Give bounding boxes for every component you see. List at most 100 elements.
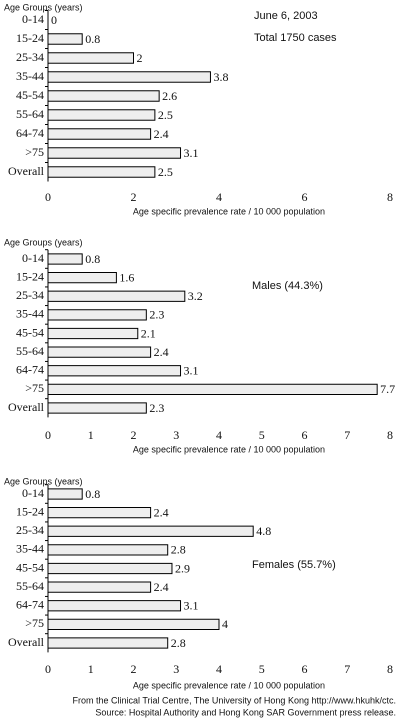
value-label: 3.8	[213, 70, 228, 84]
value-label: 2.8	[171, 543, 186, 557]
bar	[47, 562, 173, 575]
x-tick-label: 4	[216, 662, 222, 676]
bar	[47, 637, 169, 649]
bar	[47, 488, 83, 500]
bar	[47, 507, 152, 519]
x-tick-label: 6	[302, 662, 308, 676]
bar	[47, 253, 83, 265]
y-tick-label: 25-34	[16, 50, 44, 64]
y-tick-label: 0-14	[22, 486, 44, 500]
bar	[47, 309, 147, 321]
x-tick-label: 2	[131, 662, 137, 676]
y-tick-label: 45-54	[16, 88, 44, 102]
y-axis-title: Age Groups (years)	[4, 237, 83, 247]
x-tick-label: 2	[131, 428, 137, 442]
bar	[47, 525, 254, 537]
bar	[47, 33, 83, 45]
y-tick-label: 0-14	[22, 251, 44, 265]
value-label: 7.7	[380, 382, 395, 396]
x-tick-label: 0	[45, 190, 51, 204]
y-tick-label: >75	[25, 616, 44, 630]
bar	[47, 109, 156, 121]
y-axis-title: Age Groups (years)	[4, 476, 83, 486]
x-tick-label: 6	[302, 190, 308, 204]
value-label: 2.5	[158, 108, 173, 122]
bar	[47, 383, 378, 395]
y-tick-label: 25-34	[16, 523, 44, 537]
y-tick-label: 64-74	[16, 363, 44, 377]
bar	[47, 346, 152, 358]
bar	[47, 290, 186, 302]
y-tick-label: >75	[25, 381, 44, 395]
x-axis-title: Age specific prevalence rate / 10 000 po…	[133, 444, 325, 454]
y-tick-label: Overall	[8, 400, 45, 414]
value-label: 2.4	[154, 505, 169, 519]
bar	[47, 544, 169, 556]
value-label: 3.1	[184, 364, 199, 378]
x-tick-label: 7	[344, 428, 350, 442]
y-axis-title: Age Groups (years)	[4, 2, 83, 12]
x-tick-label: 0	[45, 662, 51, 676]
bar	[47, 71, 211, 83]
y-tick-label: 15-24	[16, 504, 44, 518]
x-tick-label: 1	[88, 428, 94, 442]
x-tick-label: 3	[173, 662, 179, 676]
value-label: 2	[137, 51, 143, 65]
footer-line: Source: Hospital Authority and Hong Kong…	[95, 707, 396, 717]
bar	[47, 166, 156, 178]
bar	[47, 365, 182, 377]
bar	[47, 128, 152, 140]
footer-line: From the Clinical Trial Centre, The Univ…	[73, 695, 396, 705]
value-label: 0.8	[85, 487, 100, 501]
value-label: 3.1	[184, 599, 199, 613]
y-tick-label: 55-64	[16, 344, 44, 358]
bar	[47, 52, 134, 64]
value-label: 2.3	[149, 401, 164, 415]
y-tick-label: 64-74	[16, 126, 44, 140]
y-tick-label: 0-14	[22, 12, 44, 26]
y-tick-label: >75	[25, 145, 44, 159]
x-tick-label: 8	[387, 662, 393, 676]
value-label: 2.4	[154, 127, 169, 141]
x-tick-label: 8	[387, 190, 393, 204]
x-tick-label: 0	[45, 428, 51, 442]
value-label: 2.9	[175, 561, 190, 575]
y-tick-label: 15-24	[16, 269, 44, 283]
annotation: Females (55.7%)	[252, 559, 336, 571]
x-tick-label: 1	[88, 662, 94, 676]
x-tick-label: 4	[216, 190, 222, 204]
value-label: 2.8	[171, 636, 186, 650]
y-tick-label: 45-54	[16, 560, 44, 574]
bar	[47, 618, 220, 630]
value-label: 1.6	[119, 270, 134, 284]
bar	[47, 327, 139, 340]
value-label: 2.5	[158, 165, 173, 179]
bar	[47, 581, 152, 593]
value-label: 3.1	[184, 146, 199, 160]
value-label: 0.8	[85, 32, 100, 46]
x-tick-label: 5	[259, 662, 265, 676]
x-tick-label: 3	[173, 428, 179, 442]
y-tick-label: 55-64	[16, 579, 44, 593]
annotation: Total 1750 cases	[254, 32, 337, 44]
x-tick-label: 5	[259, 428, 265, 442]
x-tick-label: 6	[302, 428, 308, 442]
y-tick-label: 15-24	[16, 31, 44, 45]
x-tick-label: 4	[216, 428, 222, 442]
annotation: Males (44.3%)	[252, 280, 323, 292]
x-tick-label: 7	[344, 662, 350, 676]
value-label: 4	[222, 617, 228, 631]
value-label: 4.8	[256, 524, 271, 538]
bar	[47, 147, 182, 159]
y-tick-label: 35-44	[16, 542, 44, 556]
value-label: 2.6	[162, 89, 177, 103]
value-label: 2.4	[154, 580, 169, 594]
bar	[47, 600, 182, 612]
y-tick-label: 25-34	[16, 288, 44, 302]
y-tick-label: Overall	[8, 164, 45, 178]
x-tick-label: 2	[131, 190, 137, 204]
x-axis-title: Age specific prevalence rate / 10 000 po…	[133, 206, 325, 216]
bar	[47, 90, 160, 102]
y-tick-label: 55-64	[16, 107, 44, 121]
